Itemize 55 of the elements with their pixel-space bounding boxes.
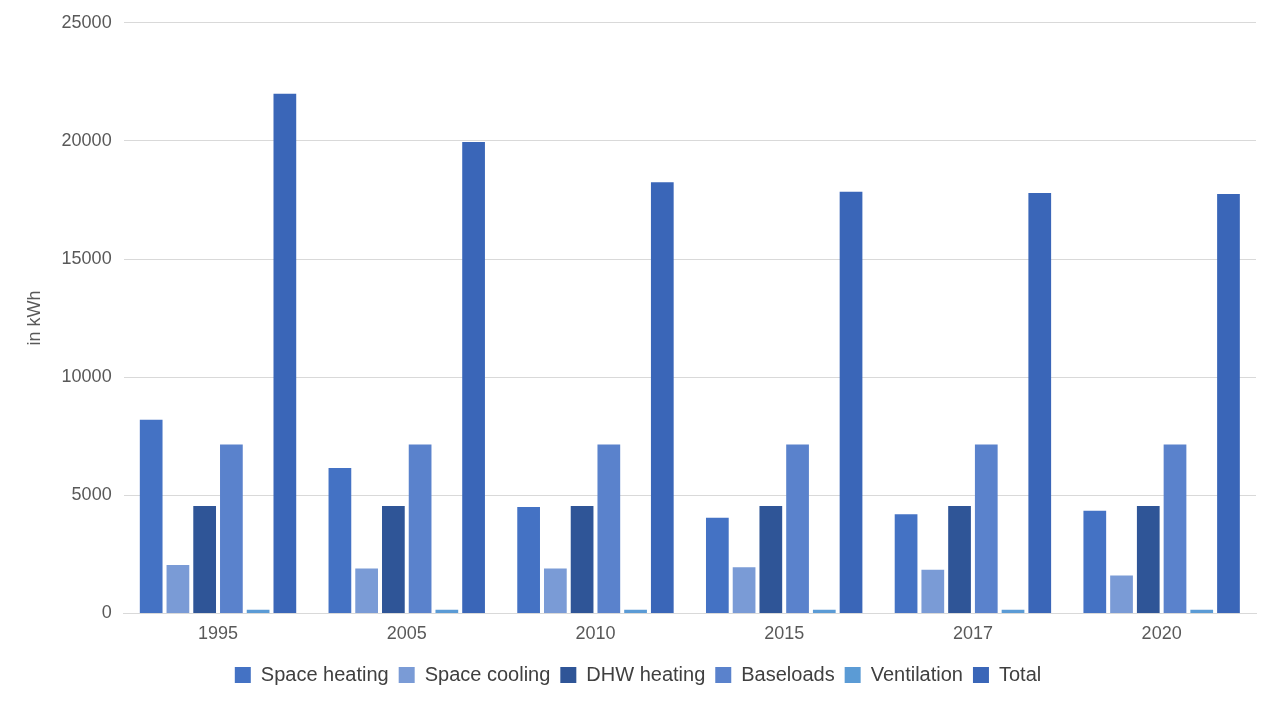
x-tick-label: 1995 [197,623,239,644]
bar [1136,505,1160,613]
x-tick-label: 2005 [386,623,427,644]
bar [1001,609,1025,613]
bar [1190,609,1214,613]
y-tick-label: 20000 [61,129,112,150]
bar [732,567,756,613]
y-tick-label: 0 [101,602,112,623]
bar [1083,510,1107,613]
bar [948,505,971,613]
bar [1028,192,1052,613]
x-tick-label: 2020 [1141,623,1182,644]
bar [624,609,647,613]
legend-label: Total [998,662,1042,685]
x-tick-label: 2017 [952,623,993,644]
bar [812,609,836,613]
bar [839,191,863,613]
legend-label: Space heating [260,662,389,685]
bar [1163,444,1187,613]
bar [408,444,432,613]
bar [759,505,783,613]
bar [786,444,809,613]
legend-label: Baseloads [741,662,835,685]
bar [139,419,163,613]
legend-label: Space cooling [424,662,551,685]
bar [1217,194,1240,613]
x-tick-label: 2010 [575,623,616,644]
bar [435,609,459,613]
bar [894,514,918,613]
bar [462,142,485,613]
y-tick-label: 10000 [61,366,112,387]
bar [1110,575,1133,613]
legend-label: Ventilation [870,662,963,685]
bar [355,568,378,613]
bar [705,517,729,613]
bar [597,444,621,613]
bar [220,444,243,613]
bar [650,182,674,613]
y-tick-label: 15000 [61,248,112,269]
y-tick-label: 5000 [71,484,112,505]
bar [193,505,217,613]
y-tick-label: 25000 [61,11,112,32]
bar [328,468,352,613]
bar [544,568,567,613]
x-tick-label: 2015 [764,623,805,644]
bar [921,569,945,613]
bar [273,93,297,613]
bar [517,507,540,613]
bar [166,564,190,613]
bar [246,609,270,613]
bar [974,444,998,613]
bar [570,505,594,613]
legend-label: DHW heating [586,662,706,685]
y-axis-title: in kWh [23,290,44,346]
bar [382,505,405,613]
